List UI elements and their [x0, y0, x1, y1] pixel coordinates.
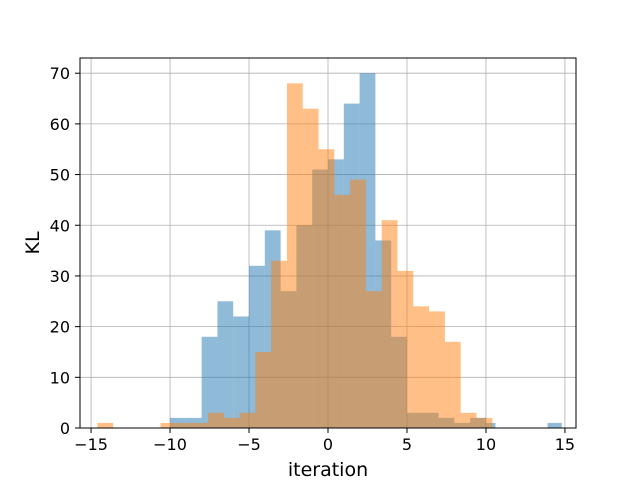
histogram-bars: [97, 73, 562, 429]
x-tick-label: 5: [402, 435, 412, 454]
histogram-bar-series-1: [233, 316, 250, 428]
histogram-bar-series-2: [476, 417, 493, 428]
x-tick-label: −5: [237, 435, 261, 454]
histogram-bar-series-1: [217, 301, 234, 428]
histogram-bar-series-2: [413, 306, 430, 428]
histogram-bar-series-2: [318, 149, 335, 428]
histogram-bar-series-2: [460, 412, 477, 428]
y-tick-label: 70: [50, 64, 70, 83]
x-axis-ticks: −15 −10 −5 0 5 10 15: [74, 428, 575, 454]
x-tick-label: 10: [476, 435, 496, 454]
x-tick-label: 0: [323, 435, 333, 454]
histogram-bar-series-2: [239, 412, 256, 428]
y-tick-label: 60: [50, 115, 70, 134]
y-tick-label: 20: [50, 318, 70, 337]
y-tick-label: 10: [50, 368, 70, 387]
y-axis-title: KL: [22, 231, 44, 254]
histogram-bar-series-2: [207, 412, 224, 428]
y-tick-label: 50: [50, 166, 70, 185]
histogram-bar-series-2: [255, 351, 272, 428]
histogram-bar-series-2: [97, 422, 114, 428]
histogram-bar-series-2: [271, 260, 287, 428]
y-tick-label: 30: [50, 267, 70, 286]
y-tick-label: 0: [60, 419, 70, 438]
histogram-bar-series-2: [381, 220, 398, 428]
histogram-bar-series-2: [176, 422, 193, 428]
x-tick-label: −15: [74, 435, 108, 454]
histogram-bar-series-2: [365, 291, 382, 428]
histogram-bar-series-2: [160, 422, 177, 428]
histogram-bar-series-2: [350, 179, 366, 428]
x-tick-label: −10: [153, 435, 187, 454]
x-tick-label: 15: [555, 435, 575, 454]
histogram-bar-series-1: [201, 336, 218, 428]
y-axis-ticks: 0 10 20 30 40 50 60 70: [50, 64, 80, 438]
x-axis-title: iteration: [288, 459, 368, 480]
histogram-bar-series-2: [286, 83, 303, 428]
histogram-bar-series-2: [302, 108, 319, 428]
histogram-bar-series-2: [397, 270, 414, 428]
histogram-bar-series-1: [547, 422, 562, 428]
histogram-bar-series-2: [334, 194, 351, 428]
histogram-bar-series-2: [192, 422, 208, 428]
histogram-bar-series-2: [223, 417, 240, 428]
y-tick-label: 40: [50, 216, 70, 235]
histogram-bar-series-2: [444, 341, 461, 428]
histogram-bar-series-2: [429, 311, 445, 428]
